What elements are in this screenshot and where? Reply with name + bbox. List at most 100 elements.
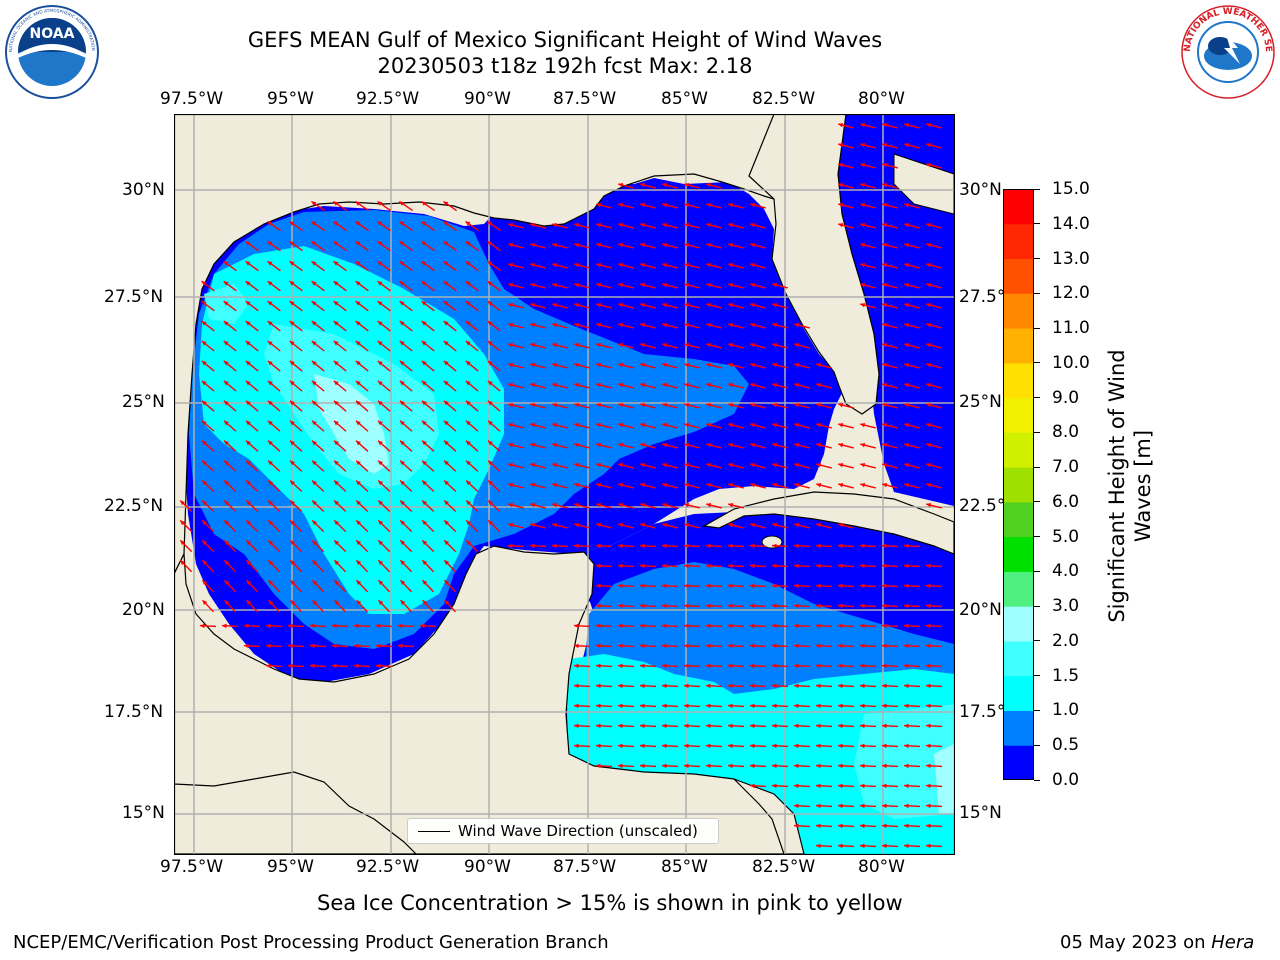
wind-wave-arrowhead [838,683,843,689]
wind-wave-arrowhead [245,360,251,366]
wind-wave-arrowhead [356,440,361,446]
wind-wave-arrowhead [202,560,208,566]
wind-wave-arrowhead [772,402,778,408]
wind-wave-arrowhead [860,603,865,609]
wind-wave-arrowhead [378,500,384,506]
wind-wave-arrowhead [420,623,425,629]
wind-wave-arrowhead [772,362,778,368]
wind-wave-arrowhead [487,261,493,266]
wind-wave-arrowhead [772,603,777,609]
wind-wave-arrowhead [860,583,865,589]
wind-wave-arrowhead [333,261,339,266]
wind-wave-arrowhead [443,400,449,406]
wave-band-2.0 [314,374,389,474]
wind-wave-arrowhead [596,583,601,589]
wind-wave-arrowhead [640,322,646,328]
wind-wave-arrowhead [750,663,755,669]
colorbar-tick-mark [1034,779,1040,781]
wind-wave-arrowhead [794,522,800,528]
wind-wave-arrowhead [838,462,844,468]
wind-wave-arrowhead [816,703,821,709]
wind-wave-arrowhead [904,643,909,649]
wind-wave-arrowhead [552,302,558,308]
wind-wave-arrowhead [706,763,711,769]
wind-wave-arrowhead [422,460,427,466]
wind-wave-arrowhead [377,241,383,246]
wind-wave-arrowhead [202,500,208,506]
wind-wave-arrowhead [904,563,909,569]
wind-wave-arrowhead [838,643,843,649]
wave-band-1.0-carib [567,654,954,854]
wind-wave-arrowhead [662,763,667,769]
wind-wave-arrowhead [245,400,251,406]
wind-wave-arrowhead [750,603,755,609]
wind-wave-arrowhead [794,743,799,749]
wind-wave-arrowhead [552,242,558,248]
wind-wave-arrowhead [772,683,777,689]
wind-wave-arrowhead [312,440,317,446]
wind-wave-arrowhead [618,422,624,428]
wind-wave-arrowhead [794,603,799,609]
wind-wave-arrowhead [882,543,887,549]
wind-wave-arrowhead [356,540,362,546]
wind-wave-arrowhead [377,321,383,326]
wind-wave-arrowhead [224,560,230,566]
wind-wave-arrowhead [487,420,493,426]
wind-wave-arrowhead [882,563,887,569]
colorbar-segment [1003,536,1034,572]
wind-wave-arrowhead [400,500,406,506]
wind-wave-arrowhead [838,803,843,809]
wind-wave-arrowhead [334,580,340,586]
wind-wave-arrowhead [706,583,711,589]
wind-wave-arrowhead [421,380,427,386]
wind-wave-arrowhead [508,522,514,528]
wind-wave-arrowhead [640,402,646,408]
wind-wave-arrowhead [334,600,340,605]
wind-wave-arrowhead [772,723,777,729]
wind-wave-arrowhead [290,460,295,466]
wind-wave-arrowhead [640,422,646,428]
wind-wave-arrowhead [508,222,514,228]
wind-wave-arrowhead [596,502,602,508]
wind-wave-arrowhead [246,480,251,486]
wind-wave-arrowhead [728,563,733,569]
wind-wave-arrowhead [574,422,580,428]
wind-wave-arrowhead [794,482,800,488]
wind-wave-arrowhead [926,322,932,328]
wind-wave-arrowhead [684,222,690,228]
wind-wave-arrowhead [465,301,471,306]
wind-wave-arrowhead [310,623,315,629]
wind-wave-arrowhead [728,723,733,729]
wind-wave-arrowhead [268,540,274,546]
wind-wave-arrowhead [487,360,493,366]
wind-wave-arrowhead [574,723,579,729]
lon-tick-top: 92.5°W [356,89,420,109]
wind-wave-arrowhead [860,683,865,689]
colorbar-tick-mark [1034,397,1040,399]
wind-wave-arrowhead [838,763,843,769]
wind-wave-arrowhead [926,122,932,128]
wind-wave-arrowhead [882,703,887,709]
wind-wave-arrowhead [706,442,712,448]
wind-wave-arrowhead [399,360,405,366]
wind-wave-arrowhead [750,242,756,248]
wind-wave-arrowhead [860,563,865,569]
wind-wave-arrowhead [202,440,207,446]
wind-wave-arrowhead [530,302,536,308]
wind-wave-arrowhead [882,162,888,168]
wind-wave-arrowhead [618,763,623,769]
wind-wave-arrowhead [706,262,712,268]
wind-wave-arrowhead [728,623,733,629]
lat-tick-right: 15°N [959,803,1002,823]
wind-wave-arrowhead [794,462,800,468]
colorbar-segment [1003,362,1034,399]
wind-wave-arrowhead [728,242,734,248]
wind-wave-arrowhead [904,242,910,248]
wind-wave-arrowhead [399,301,405,306]
lon-tick-top: 95°W [267,89,314,109]
colorbar-tick-mark [1034,188,1040,190]
colorbar-segment [1003,606,1034,642]
wind-wave-arrowhead [706,362,712,368]
wind-wave-arrowhead [772,583,777,589]
wind-wave-arrowhead [530,543,535,549]
